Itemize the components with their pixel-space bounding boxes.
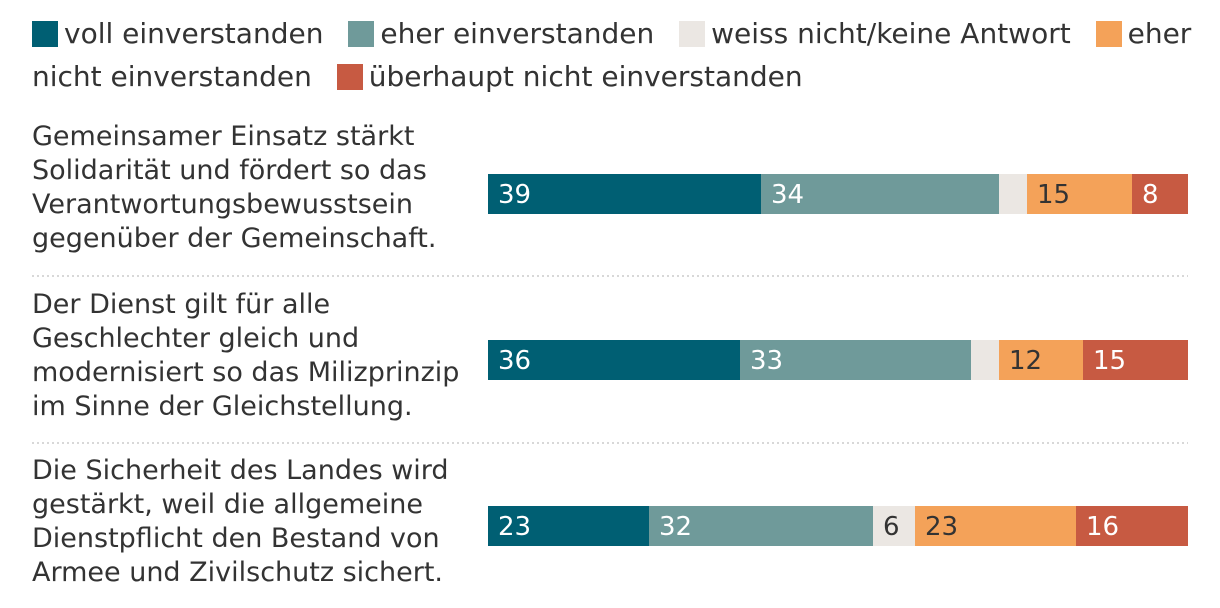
bar-segment [999,340,1083,380]
bar-segment [649,506,873,546]
bar-value-label: 15 [1037,180,1070,210]
bar-segment [761,174,999,214]
bar-value-label: 15 [1093,346,1126,376]
legend-swatch [32,21,58,47]
bar-value-label: 39 [498,180,531,210]
bar-value-label: 6 [883,512,900,542]
bar-value-label: 16 [1086,512,1119,542]
legend-swatch [1095,21,1122,47]
bar-segment [488,340,740,380]
bar-segment [488,174,761,214]
row-label: Der Dienst gilt für alle Geschlechter gl… [32,289,460,422]
legend-label: eher einverstanden [380,17,655,50]
bar-segment [1027,174,1132,214]
legend-item: weiss nicht/keine Antwort [679,17,1071,50]
legend-item: voll einverstanden [32,17,323,50]
chart-legend: voll einverstanden eher einverstanden we… [32,12,1202,98]
legend-swatch [336,64,363,90]
legend-item: eher nicht einverstanden [32,17,1191,93]
bar-segment [915,506,1076,546]
bar-segment [488,506,649,546]
bar-segment [873,506,915,546]
legend-item: überhaupt nicht einverstanden [336,60,803,93]
bar-value-label: 23 [925,512,958,542]
legend-label: weiss nicht/keine Antwort [711,17,1071,50]
bar-value-label: 8 [1142,180,1159,210]
bar-segment [971,340,999,380]
bar-value-label: 34 [771,180,804,210]
bar-value-label: 12 [1009,346,1042,376]
bar-value-label: 32 [659,512,692,542]
legend-swatch [679,21,706,47]
bar-segment [1076,506,1188,546]
bar-value-label: 23 [498,512,531,542]
bar-segment [999,174,1027,214]
bar-segment [1083,340,1188,380]
legend-label: voll einverstanden [64,17,324,50]
row-label: Die Sicherheit des Landes wird gestärkt,… [32,455,449,588]
legend-label: überhaupt nicht einverstanden [368,60,803,93]
bar-segment [1132,174,1188,214]
legend-label: eher nicht einverstanden [32,17,1192,93]
legend-item: eher einverstanden [348,17,654,50]
bar-value-label: 33 [750,346,783,376]
bar-value-label: 36 [498,346,531,376]
bar-segment [740,340,971,380]
legend-swatch [348,21,375,47]
row-label: Gemeinsamer Einsatz stärkt Solidarität u… [32,121,437,254]
